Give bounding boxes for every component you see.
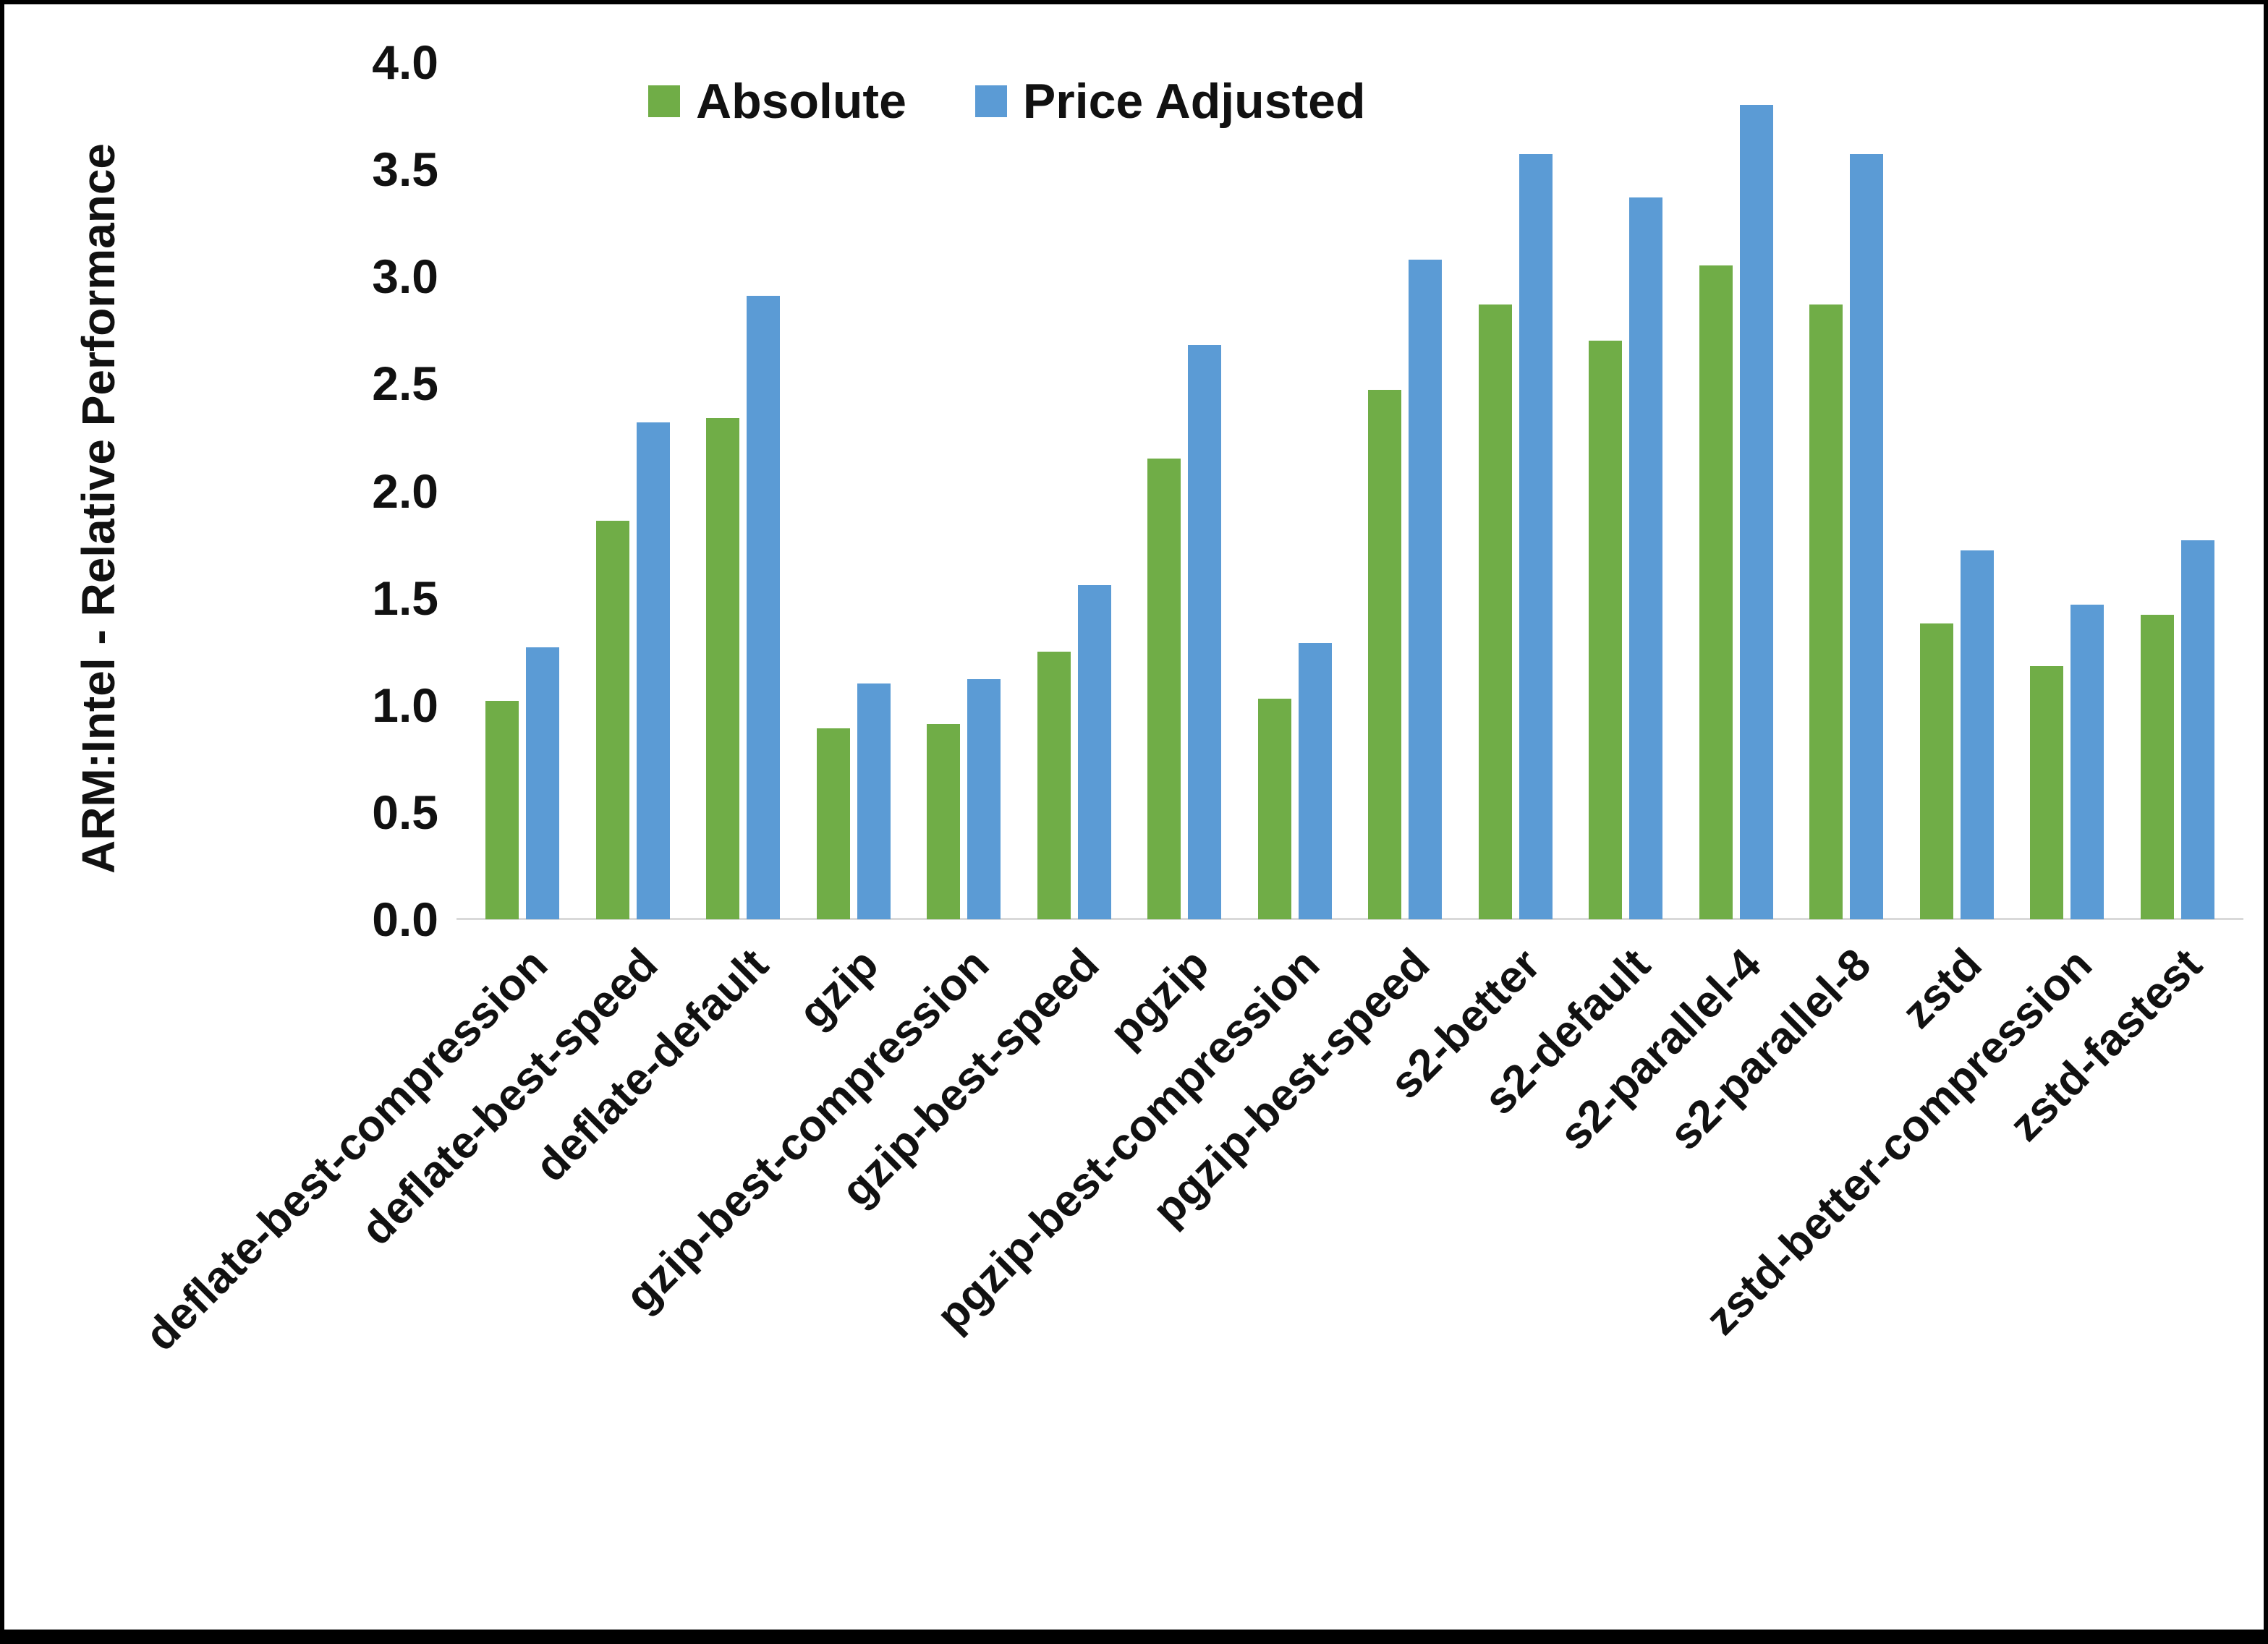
bar-gzip-best-speed-absolute (1037, 651, 1071, 919)
bar-s2-better-price-adjusted (1519, 154, 1553, 919)
bar-s2-parallel-4-price-adjusted (1739, 105, 1773, 919)
y-tick-label: 0.5 (372, 785, 438, 839)
bar-deflate-default-price-adjusted (747, 295, 781, 919)
bar-zstd-fastest-absolute (2140, 615, 2174, 919)
bar-pgzip-best-speed-price-adjusted (1409, 259, 1443, 919)
bar-pgzip-best-compression-price-adjusted (1298, 642, 1332, 919)
bar-gzip-best-compression-absolute (927, 724, 961, 919)
x-category-label: deflate-best-compression (135, 939, 557, 1361)
y-tick-label: 1.0 (372, 678, 438, 732)
bar-zstd-fastest-price-adjusted (2180, 540, 2214, 919)
x-category-label: gzip (789, 939, 888, 1039)
bar-zstd-absolute (1919, 623, 1953, 919)
bar-gzip-price-adjusted (857, 683, 891, 919)
bar-deflate-default-absolute (706, 417, 740, 919)
bar-gzip-absolute (816, 728, 850, 919)
bar-s2-parallel-4-absolute (1699, 265, 1733, 919)
y-tick-label: 1.5 (372, 571, 438, 625)
bar-zstd-better-compression-absolute (2030, 666, 2064, 919)
bar-pgzip-price-adjusted (1188, 345, 1222, 919)
y-tick-label: 2.5 (372, 357, 438, 411)
bar-pgzip-best-speed-absolute (1368, 390, 1402, 919)
bar-deflate-best-speed-absolute (595, 520, 629, 919)
bar-pgzip-best-compression-absolute (1257, 698, 1291, 919)
bar-deflate-best-compression-price-adjusted (526, 647, 560, 919)
x-category-label: zstd (1892, 939, 1992, 1039)
y-axis-title: ARM:Intel - Relative Performance (72, 142, 124, 874)
bar-zstd-price-adjusted (1960, 550, 1994, 919)
y-tick-label: 3.0 (372, 250, 438, 304)
y-tick-label: 3.5 (372, 142, 438, 197)
legend-swatch-icon (648, 85, 680, 117)
bar-s2-parallel-8-absolute (1809, 304, 1843, 919)
legend-label: Absolute (696, 74, 906, 129)
y-tick-label: 0.0 (372, 893, 438, 946)
plot-area (467, 62, 2233, 919)
bar-zstd-better-compression-price-adjusted (2070, 604, 2105, 919)
legend-item: Price Adjusted (974, 73, 1366, 129)
bar-s2-better-absolute (1478, 304, 1512, 919)
x-axis-line (456, 918, 2243, 920)
bar-deflate-best-speed-price-adjusted (636, 422, 670, 919)
y-tick-label: 4.0 (372, 35, 438, 89)
bar-pgzip-absolute (1147, 459, 1181, 919)
bar-s2-default-price-adjusted (1629, 197, 1663, 919)
bar-s2-parallel-8-price-adjusted (1850, 154, 1884, 919)
bar-gzip-best-speed-price-adjusted (1077, 584, 1111, 919)
legend-label: Price Adjusted (1022, 74, 1366, 129)
legend-swatch-icon (974, 85, 1007, 117)
y-tick-label: 2.0 (372, 464, 438, 518)
bar-gzip-best-compression-price-adjusted (967, 679, 1001, 919)
bar-s2-default-absolute (1589, 341, 1623, 919)
bar-deflate-best-compression-absolute (485, 700, 519, 919)
legend: Absolute Price Adjusted (648, 73, 1366, 129)
legend-item: Absolute (648, 73, 906, 129)
